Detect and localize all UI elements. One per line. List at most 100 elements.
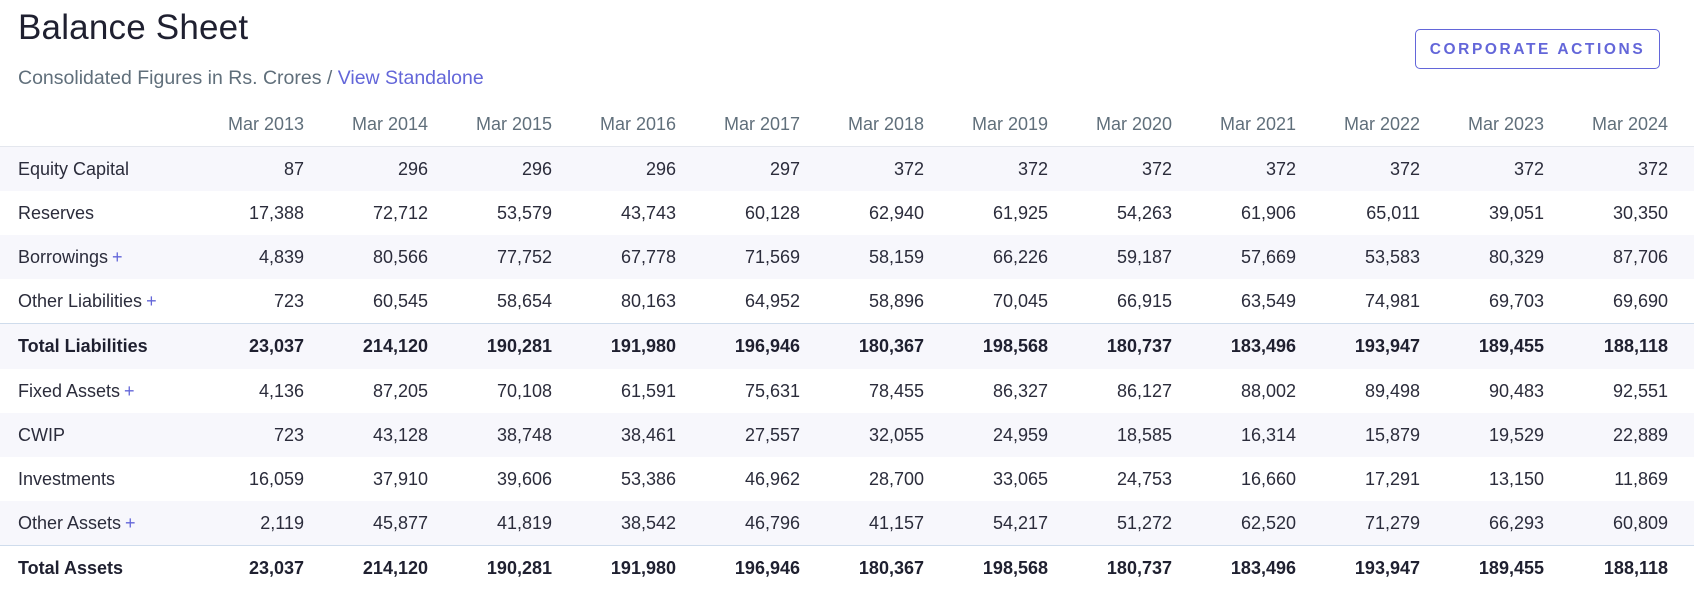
value-cell: 38,748 <box>454 413 578 457</box>
value-cell: 17,291 <box>1364 468 1420 489</box>
value-cell: 33,065 <box>992 468 1048 489</box>
table-row: Investments 16,059 37,910 39,606 53,386 46,96… <box>0 457 1694 501</box>
value-cell: 196,946 <box>702 323 826 369</box>
value-cell: 27,557 <box>702 413 826 457</box>
value-cell: 188,118 <box>1570 545 1694 591</box>
expand-plus-icon[interactable]: + <box>112 246 123 267</box>
value-cell: 70,045 <box>992 290 1048 311</box>
value-cell: 193,947 <box>1322 323 1446 369</box>
row-label: CWIP <box>18 424 65 445</box>
value-cell: 41,819 <box>454 501 578 546</box>
value-cell: 214,120 <box>330 323 454 369</box>
value-cell: 80,163 <box>620 290 676 311</box>
value-cell: 372 <box>1446 146 1570 191</box>
value-cell: 66,293 <box>1446 501 1570 546</box>
value-cell: 72,712 <box>372 202 428 223</box>
value-cell: 77,752 <box>454 235 578 279</box>
value-cell: 191,980 <box>578 323 702 369</box>
column-header: Mar 2021 <box>1198 103 1322 147</box>
value-cell: 4,136 <box>258 380 304 401</box>
row-label: Equity Capital <box>18 158 130 179</box>
value-cell: 16,059 <box>248 468 304 489</box>
value-cell: 372 <box>826 146 950 191</box>
corporate-actions-button[interactable]: CORPORATE ACTIONS <box>1415 29 1660 69</box>
page-header: Balance Sheet Consolidated Figures in Rs… <box>18 6 484 90</box>
expand-plus-icon[interactable]: + <box>124 380 135 401</box>
row-label-cell[interactable]: Other Liabilities + <box>0 279 206 324</box>
view-standalone-link[interactable]: View Standalone <box>337 67 484 89</box>
row-label-cell: Equity Capital <box>0 146 206 191</box>
value-cell: 71,279 <box>1322 501 1446 546</box>
row-label: Total Liabilities <box>18 336 148 356</box>
value-cell: 16,314 <box>1198 413 1322 457</box>
value-cell: 53,579 <box>496 202 552 223</box>
value-cell: 297 <box>702 146 826 191</box>
table-row[interactable]: Other Assets +2,119 45,877 41,819 38,542 46,7… <box>0 501 1694 546</box>
value-cell: 58,159 <box>826 235 950 279</box>
value-cell: 39,606 <box>496 468 552 489</box>
balance-sheet-table: Mar 2013 Mar 2014 Mar 2015 Mar 2016 Mar 2017… <box>0 103 1694 591</box>
value-cell: 38,461 <box>578 413 702 457</box>
value-cell: 74,981 <box>1364 290 1420 311</box>
value-cell: 296 <box>454 146 578 191</box>
table-row[interactable]: Other Liabilities +723 60,545 58,654 80,163 6… <box>0 279 1694 324</box>
value-cell: 372 <box>950 146 1074 191</box>
total-row: Total Liabilities 23,037 214,120 190,281 191… <box>0 323 1694 369</box>
expand-plus-icon[interactable]: + <box>146 290 157 311</box>
value-cell: 28,700 <box>868 468 924 489</box>
subtitle-text: Consolidated Figures in Rs. Crores / <box>18 67 338 89</box>
value-cell: 189,455 <box>1446 545 1570 591</box>
row-label: Borrowings <box>18 246 109 267</box>
value-cell: 80,329 <box>1446 235 1570 279</box>
value-cell: 39,051 <box>1488 202 1544 223</box>
value-cell: 196,946 <box>702 545 826 591</box>
value-cell: 65,011 <box>1366 202 1420 223</box>
value-cell: 18,585 <box>1074 413 1198 457</box>
value-cell: 66,915 <box>1116 290 1172 311</box>
value-cell: 188,118 <box>1570 323 1694 369</box>
value-cell: 60,545 <box>372 290 428 311</box>
table-body: Equity Capital 87 296 296 296 297 372 372 372 372… <box>0 146 1694 591</box>
row-label-cell[interactable]: Other Assets + <box>0 501 206 546</box>
value-cell: 46,796 <box>702 501 826 546</box>
row-label: Fixed Assets <box>18 380 121 401</box>
total-row: Total Assets 23,037 214,120 190,281 191,980 1… <box>0 545 1694 591</box>
value-cell: 86,327 <box>992 380 1048 401</box>
value-cell: 24,753 <box>1116 468 1172 489</box>
value-cell: 190,281 <box>454 323 578 369</box>
value-cell: 2,119 <box>206 501 330 546</box>
value-cell: 60,128 <box>744 202 800 223</box>
value-cell: 46,962 <box>744 468 800 489</box>
row-label-cell: Total Assets <box>0 545 206 591</box>
value-cell: 70,108 <box>496 380 552 401</box>
value-cell: 30,350 <box>1612 202 1668 223</box>
value-cell: 87,706 <box>1570 235 1694 279</box>
value-cell: 66,226 <box>950 235 1074 279</box>
value-cell: 63,549 <box>1240 290 1296 311</box>
value-cell: 372 <box>1322 146 1446 191</box>
row-label-cell: CWIP <box>0 413 206 457</box>
value-cell: 53,583 <box>1322 235 1446 279</box>
value-cell: 87,205 <box>372 380 428 401</box>
subtitle: Consolidated Figures in Rs. Crores / Vie… <box>18 66 484 90</box>
value-cell: 69,703 <box>1488 290 1544 311</box>
value-cell: 59,187 <box>1074 235 1198 279</box>
value-cell: 60,809 <box>1570 501 1694 546</box>
value-cell: 180,737 <box>1074 323 1198 369</box>
value-cell: 89,498 <box>1364 380 1420 401</box>
table-row[interactable]: Borrowings +4,839 80,566 77,752 67,778 71,569… <box>0 235 1694 279</box>
value-cell: 80,566 <box>330 235 454 279</box>
value-cell: 92,551 <box>1612 380 1668 401</box>
row-label-cell[interactable]: Borrowings + <box>0 235 206 279</box>
page-title: Balance Sheet <box>18 8 249 47</box>
value-cell: 61,591 <box>620 380 676 401</box>
value-cell: 296 <box>330 146 454 191</box>
expand-plus-icon[interactable]: + <box>125 512 136 533</box>
value-cell: 296 <box>578 146 702 191</box>
value-cell: 13,150 <box>1488 468 1544 489</box>
table-row[interactable]: Fixed Assets +4,136 87,205 70,108 61,591 75,6… <box>0 369 1694 413</box>
column-header: Mar 2016 <box>578 103 702 147</box>
row-label-cell[interactable]: Fixed Assets + <box>0 369 206 413</box>
value-cell: 198,568 <box>950 545 1074 591</box>
value-cell: 372 <box>1198 146 1322 191</box>
